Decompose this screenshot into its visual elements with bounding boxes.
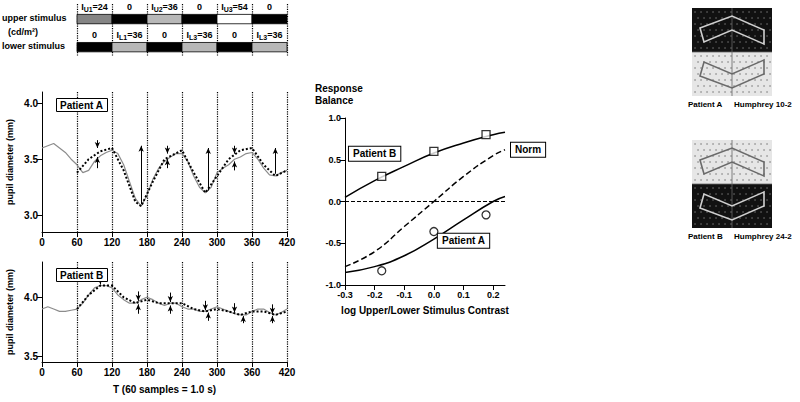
svg-text:1.0: 1.0 xyxy=(328,113,341,123)
svg-text:L1: L1 xyxy=(119,34,127,41)
svg-text:60: 60 xyxy=(71,237,83,248)
svg-text:I: I xyxy=(186,30,189,41)
svg-text:log Upper/Lower Stimulus Contr: log Upper/Lower Stimulus Contrast xyxy=(341,305,509,316)
svg-text:Patient A: Patient A xyxy=(60,100,103,111)
svg-text:3.5: 3.5 xyxy=(24,154,38,165)
svg-text:=36: =36 xyxy=(163,2,178,12)
svg-text:0: 0 xyxy=(197,2,202,12)
svg-text:4.0: 4.0 xyxy=(24,292,38,303)
svg-text:3.0: 3.0 xyxy=(24,210,38,221)
svg-text:Balance: Balance xyxy=(315,95,354,106)
svg-text:=54: =54 xyxy=(233,2,248,12)
svg-text:I: I xyxy=(116,30,119,41)
svg-text:0.0: 0.0 xyxy=(328,197,341,207)
svg-text:3.5: 3.5 xyxy=(24,351,38,362)
svg-text:0.0: 0.0 xyxy=(428,290,441,300)
svg-text:Patient B: Patient B xyxy=(688,232,723,241)
svg-text:0.1: 0.1 xyxy=(457,290,470,300)
svg-text:240: 240 xyxy=(174,237,191,248)
svg-text:0.5: 0.5 xyxy=(328,155,341,165)
svg-text:=36: =36 xyxy=(197,30,212,40)
svg-text:0: 0 xyxy=(162,30,167,40)
svg-text:Patient A: Patient A xyxy=(688,100,723,109)
svg-text:120: 120 xyxy=(104,367,121,378)
svg-text:420: 420 xyxy=(279,367,296,378)
svg-text:Patient B: Patient B xyxy=(353,148,396,159)
svg-text:0: 0 xyxy=(92,30,97,40)
svg-text:360: 360 xyxy=(244,237,261,248)
svg-text:4.0: 4.0 xyxy=(24,98,38,109)
svg-text:-0.3: -0.3 xyxy=(337,290,353,300)
svg-text:upper stimulus: upper stimulus xyxy=(2,13,67,23)
svg-text:Response: Response xyxy=(315,83,366,94)
svg-text:T (60 samples = 1.0 s): T (60 samples = 1.0 s) xyxy=(113,384,216,395)
svg-text:0.2: 0.2 xyxy=(487,290,500,300)
svg-text:(cd/m²): (cd/m²) xyxy=(8,27,38,37)
svg-text:pupil diameter (mm): pupil diameter (mm) xyxy=(5,269,15,355)
svg-text:120: 120 xyxy=(104,237,121,248)
svg-text:0: 0 xyxy=(267,2,272,12)
svg-text:I: I xyxy=(151,2,154,13)
svg-text:U1: U1 xyxy=(84,6,93,13)
svg-text:L3: L3 xyxy=(189,34,197,41)
svg-text:Patient A: Patient A xyxy=(442,235,485,246)
svg-text:300: 300 xyxy=(209,237,226,248)
svg-text:60: 60 xyxy=(71,367,83,378)
svg-text:Humphrey 10-2: Humphrey 10-2 xyxy=(734,100,792,109)
svg-text:Patient B: Patient B xyxy=(60,270,103,281)
svg-text:L3: L3 xyxy=(259,34,267,41)
svg-text:240: 240 xyxy=(174,367,191,378)
svg-text:Humphrey 24-2: Humphrey 24-2 xyxy=(734,232,792,241)
svg-text:180: 180 xyxy=(139,367,156,378)
svg-text:0: 0 xyxy=(232,30,237,40)
svg-text:360: 360 xyxy=(244,367,261,378)
svg-text:pupil diameter (mm): pupil diameter (mm) xyxy=(5,119,15,205)
svg-text:U3: U3 xyxy=(224,6,233,13)
svg-text:-0.2: -0.2 xyxy=(367,290,383,300)
svg-text:lower stimulus: lower stimulus xyxy=(2,41,65,51)
svg-text:=36: =36 xyxy=(127,30,142,40)
svg-text:0: 0 xyxy=(39,367,45,378)
svg-text:420: 420 xyxy=(279,237,296,248)
svg-text:I: I xyxy=(256,30,259,41)
svg-text:I: I xyxy=(81,2,84,13)
svg-text:300: 300 xyxy=(209,367,226,378)
svg-text:180: 180 xyxy=(139,237,156,248)
svg-text:=24: =24 xyxy=(93,2,108,12)
svg-text:-0.1: -0.1 xyxy=(397,290,413,300)
svg-text:0: 0 xyxy=(39,237,45,248)
svg-text:I: I xyxy=(221,2,224,13)
svg-text:Norm: Norm xyxy=(515,144,541,155)
svg-text:-1.0: -1.0 xyxy=(325,280,341,290)
svg-text:-0.5: -0.5 xyxy=(325,238,341,248)
svg-text:=36: =36 xyxy=(267,30,282,40)
svg-text:0: 0 xyxy=(127,2,132,12)
svg-text:U2: U2 xyxy=(154,6,163,13)
